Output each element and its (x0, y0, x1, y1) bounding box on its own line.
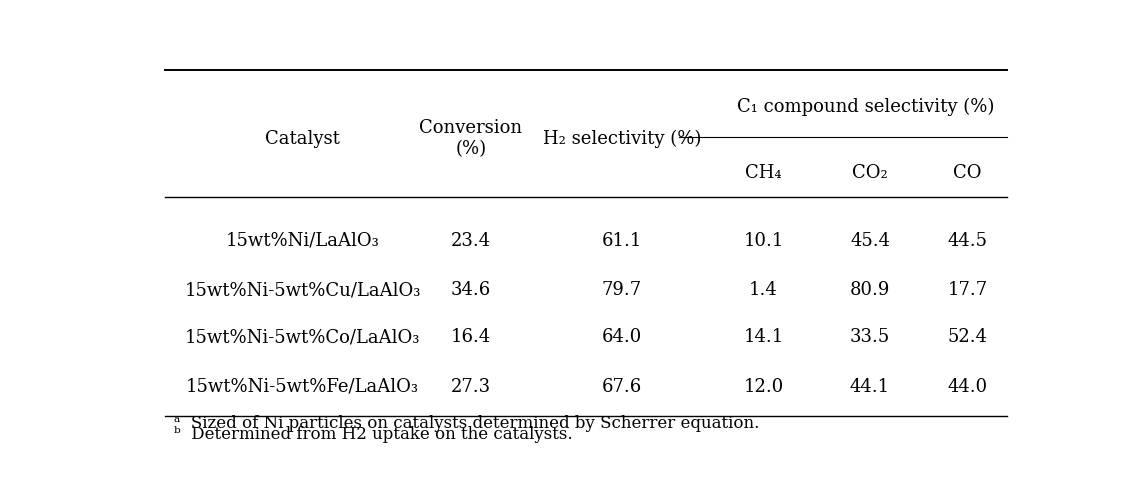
Text: Conversion
(%): Conversion (%) (420, 119, 523, 158)
Text: ᵃ  Sized of Ni particles on catalysts determined by Scherrer equation.: ᵃ Sized of Ni particles on catalysts det… (174, 415, 760, 432)
Text: 34.6: 34.6 (451, 281, 491, 299)
Text: 44.5: 44.5 (947, 232, 987, 250)
Text: 44.1: 44.1 (850, 378, 890, 396)
Text: 15wt%Ni-5wt%Fe/LaAlO₃: 15wt%Ni-5wt%Fe/LaAlO₃ (186, 378, 419, 396)
Text: CO: CO (953, 164, 982, 182)
Text: Catalyst: Catalyst (265, 129, 340, 148)
Text: CH₄: CH₄ (745, 164, 782, 182)
Text: C₁ compound selectivity (%): C₁ compound selectivity (%) (737, 97, 994, 116)
Text: 44.0: 44.0 (947, 378, 987, 396)
Text: 16.4: 16.4 (451, 329, 491, 346)
Text: 52.4: 52.4 (947, 329, 987, 346)
Text: 12.0: 12.0 (744, 378, 784, 396)
Text: 64.0: 64.0 (602, 329, 642, 346)
Text: 79.7: 79.7 (602, 281, 642, 299)
Text: 1.4: 1.4 (749, 281, 778, 299)
Text: 17.7: 17.7 (947, 281, 987, 299)
Text: 15wt%Ni/LaAlO₃: 15wt%Ni/LaAlO₃ (225, 232, 380, 250)
Text: 33.5: 33.5 (850, 329, 890, 346)
Text: ᵇ  Determined from H2 uptake on the catalysts.: ᵇ Determined from H2 uptake on the catal… (174, 426, 573, 443)
Text: 27.3: 27.3 (451, 378, 491, 396)
Text: 10.1: 10.1 (744, 232, 784, 250)
Text: 61.1: 61.1 (602, 232, 642, 250)
Text: 23.4: 23.4 (451, 232, 491, 250)
Text: 80.9: 80.9 (850, 281, 890, 299)
Text: CO₂: CO₂ (852, 164, 888, 182)
Text: 67.6: 67.6 (602, 378, 642, 396)
Text: 15wt%Ni-5wt%Co/LaAlO₃: 15wt%Ni-5wt%Co/LaAlO₃ (185, 329, 420, 346)
Text: 45.4: 45.4 (850, 232, 890, 250)
Text: 15wt%Ni-5wt%Cu/LaAlO₃: 15wt%Ni-5wt%Cu/LaAlO₃ (184, 281, 421, 299)
Text: 14.1: 14.1 (744, 329, 784, 346)
Text: H₂ selectivity (%): H₂ selectivity (%) (542, 129, 701, 148)
